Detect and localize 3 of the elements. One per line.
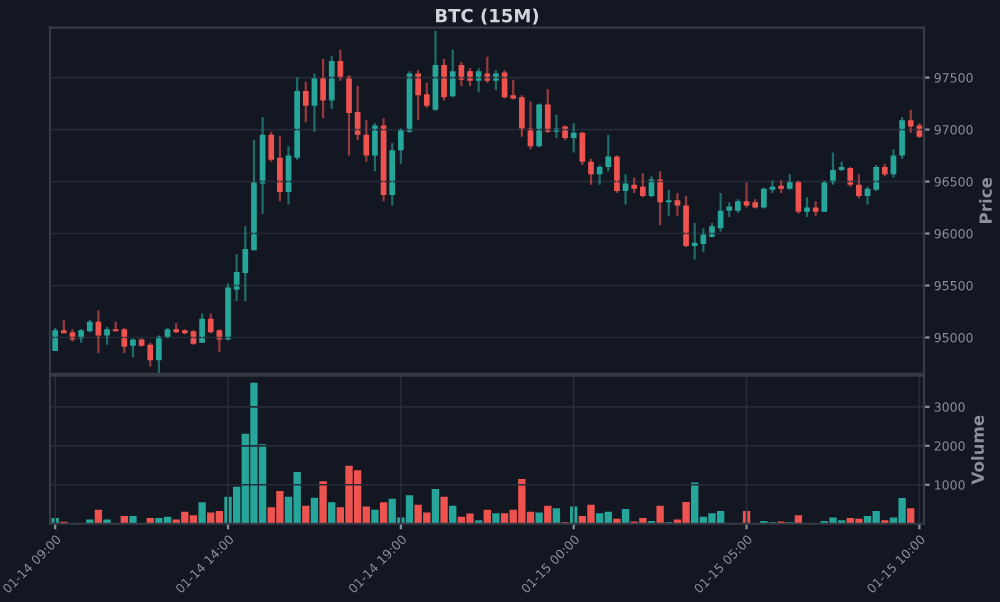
y-axis-title: Volume: [971, 415, 984, 485]
y-axis-title: Price: [979, 177, 992, 223]
chart-title: BTC (15M): [436, 8, 539, 25]
